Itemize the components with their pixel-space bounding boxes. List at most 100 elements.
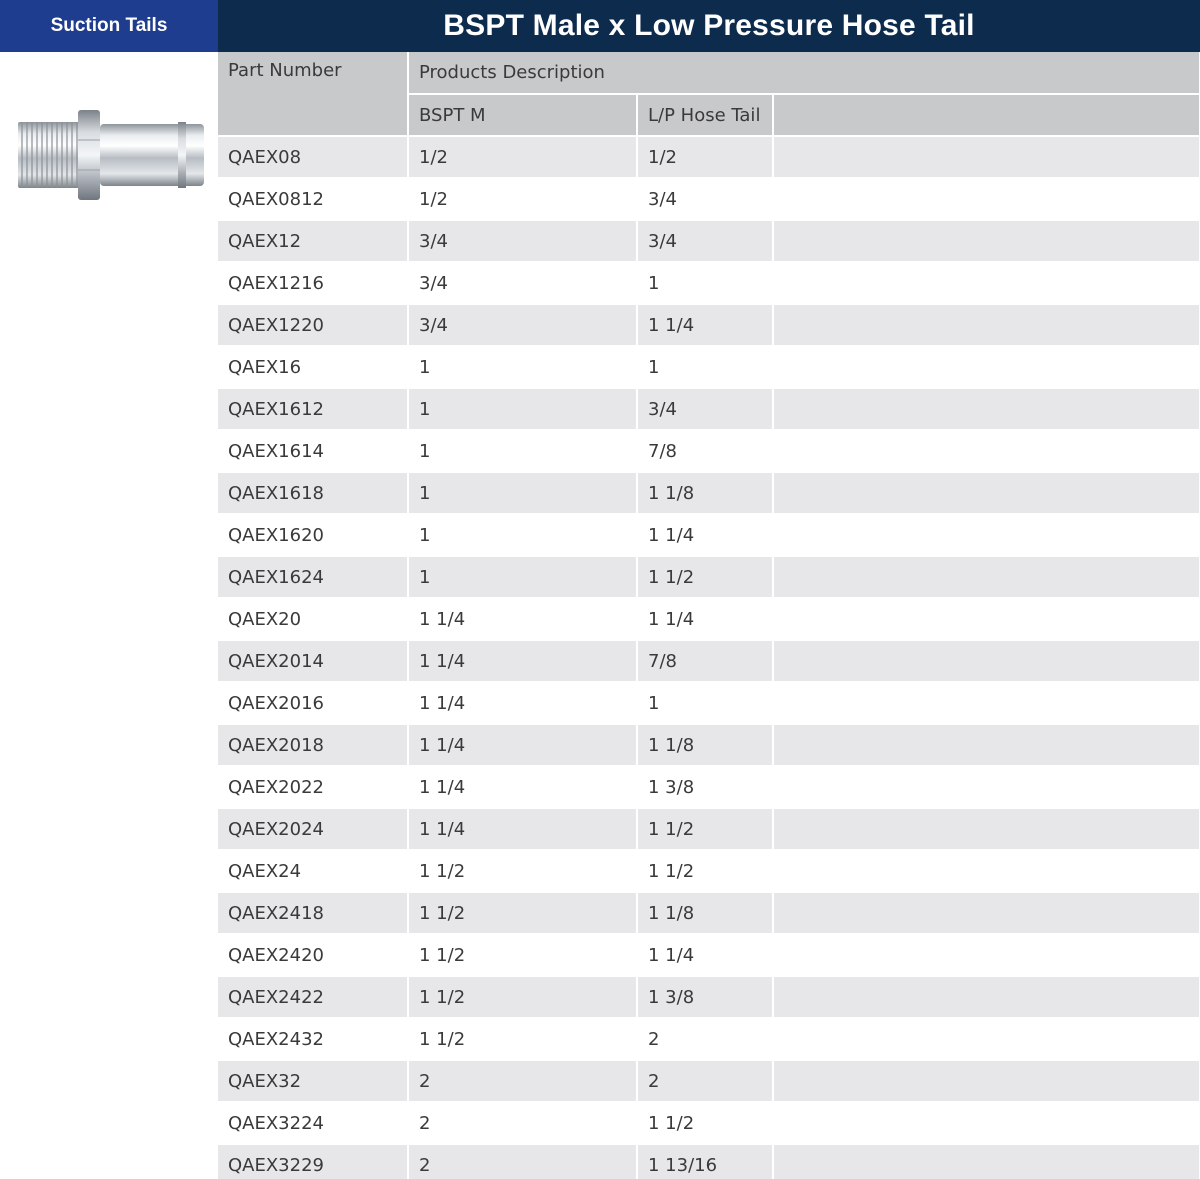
hose-tail-cell: 1 1/2 — [637, 1102, 774, 1145]
hose-tail-cell: 1 3/8 — [637, 976, 774, 1019]
table-row: QAEX1614 1 7/8 — [218, 430, 1200, 473]
table-row: QAEX1624 1 1 1/2 — [218, 556, 1200, 599]
empty-cell — [773, 136, 1200, 179]
table-row: QAEX3229 2 1 13/16 — [218, 1144, 1200, 1179]
hose-tail-cell: 1 1/2 — [637, 556, 774, 599]
bspt-m-cell: 1 — [408, 514, 638, 557]
hose-tail-cell: 1 1/8 — [637, 472, 774, 515]
bspt-m-cell: 1 1/2 — [408, 934, 638, 977]
empty-cell — [773, 556, 1200, 599]
empty-cell — [773, 514, 1200, 557]
empty-cell — [773, 304, 1200, 347]
hose-tail-cell: 7/8 — [637, 430, 774, 473]
empty-cell — [773, 976, 1200, 1019]
empty-cell — [773, 262, 1200, 305]
empty-cell — [773, 346, 1200, 389]
table-row: QAEX1618 1 1 1/8 — [218, 472, 1200, 515]
empty-cell — [773, 1060, 1200, 1103]
page-title: BSPT Male x Low Pressure Hose Tail — [218, 0, 1200, 52]
bspt-m-cell: 3/4 — [408, 220, 638, 263]
bspt-m-cell: 1 — [408, 556, 638, 599]
bspt-m-cell: 1 1/2 — [408, 850, 638, 893]
products-description-header: Products Description — [408, 52, 1200, 95]
empty-cell — [773, 388, 1200, 431]
hose-tail-cell: 1 — [637, 262, 774, 305]
part-number-cell: QAEX2014 — [218, 640, 409, 683]
part-number-cell: QAEX12 — [218, 220, 409, 263]
table-row: QAEX2022 1 1/4 1 3/8 — [218, 766, 1200, 809]
part-number-cell: QAEX1614 — [218, 430, 409, 473]
hose-tail-cell: 1 13/16 — [637, 1144, 774, 1179]
bspt-m-cell: 3/4 — [408, 262, 638, 305]
empty-cell — [773, 220, 1200, 263]
empty-cell — [773, 892, 1200, 935]
bspt-m-cell: 2 — [408, 1144, 638, 1179]
bspt-m-cell: 1 1/4 — [408, 724, 638, 767]
hose-tail-cell: 1 1/4 — [637, 514, 774, 557]
empty-header — [773, 94, 1200, 137]
part-number-cell: QAEX2418 — [218, 892, 409, 935]
table-row: QAEX2024 1 1/4 1 1/2 — [218, 808, 1200, 851]
hose-tail-header: L/P Hose Tail — [637, 94, 774, 137]
empty-cell — [773, 808, 1200, 851]
bspt-m-header: BSPT M — [408, 94, 638, 137]
table-row: QAEX0812 1/2 3/4 — [218, 178, 1200, 221]
table-body: QAEX08 1/2 1/2 QAEX0812 1/2 3/4 QAEX12 3/4 3/4 QA… — [218, 136, 1200, 1179]
part-number-cell: QAEX3229 — [218, 1144, 409, 1179]
part-number-cell: QAEX24 — [218, 850, 409, 893]
category-label: Suction Tails — [0, 0, 218, 52]
bspt-m-cell: 1 1/2 — [408, 892, 638, 935]
bspt-m-cell: 1 — [408, 388, 638, 431]
part-number-cell: QAEX1618 — [218, 472, 409, 515]
part-number-cell: QAEX16 — [218, 346, 409, 389]
hose-tail-cell: 1 1/8 — [637, 724, 774, 767]
bspt-m-cell: 1 1/4 — [408, 598, 638, 641]
table-row: QAEX2016 1 1/4 1 — [218, 682, 1200, 725]
table-row: QAEX2418 1 1/2 1 1/8 — [218, 892, 1200, 935]
empty-cell — [773, 640, 1200, 683]
table-row: QAEX2018 1 1/4 1 1/8 — [218, 724, 1200, 767]
part-number-cell: QAEX32 — [218, 1060, 409, 1103]
table-row: QAEX2432 1 1/2 2 — [218, 1018, 1200, 1061]
hose-tail-cell: 1 1/4 — [637, 304, 774, 347]
table-row: QAEX1620 1 1 1/4 — [218, 514, 1200, 557]
header-bar: Suction Tails BSPT Male x Low Pressure H… — [0, 0, 1200, 52]
hose-tail-cell: 3/4 — [637, 178, 774, 221]
hose-tail-cell: 1 1/4 — [637, 934, 774, 977]
empty-cell — [773, 934, 1200, 977]
table-row: QAEX32 2 2 — [218, 1060, 1200, 1103]
hose-tail-cell: 1 1/2 — [637, 850, 774, 893]
bspt-m-cell: 3/4 — [408, 304, 638, 347]
empty-cell — [773, 430, 1200, 473]
hose-tail-cell: 1/2 — [637, 136, 774, 179]
table-row: QAEX1216 3/4 1 — [218, 262, 1200, 305]
empty-cell — [773, 1018, 1200, 1061]
table-row: QAEX1220 3/4 1 1/4 — [218, 304, 1200, 347]
table-row: QAEX16 1 1 — [218, 346, 1200, 389]
part-number-cell: QAEX2420 — [218, 934, 409, 977]
bspt-m-cell: 1 — [408, 346, 638, 389]
hose-tail-cell: 1 — [637, 346, 774, 389]
part-number-cell: QAEX3224 — [218, 1102, 409, 1145]
hose-tail-fitting-icon — [18, 110, 204, 200]
bspt-m-cell: 1 1/4 — [408, 682, 638, 725]
hose-tail-cell: 7/8 — [637, 640, 774, 683]
part-number-cell: QAEX2016 — [218, 682, 409, 725]
empty-cell — [773, 178, 1200, 221]
hose-tail-cell: 2 — [637, 1018, 774, 1061]
table-row: QAEX2422 1 1/2 1 3/8 — [218, 976, 1200, 1019]
part-number-cell: QAEX2022 — [218, 766, 409, 809]
table-row: QAEX2014 1 1/4 7/8 — [218, 640, 1200, 683]
table-row: QAEX12 3/4 3/4 — [218, 220, 1200, 263]
hose-tail-cell: 3/4 — [637, 388, 774, 431]
part-number-cell: QAEX2432 — [218, 1018, 409, 1061]
hose-tail-cell: 1 1/8 — [637, 892, 774, 935]
part-number-cell: QAEX08 — [218, 136, 409, 179]
part-number-cell: QAEX1620 — [218, 514, 409, 557]
part-number-cell: QAEX2422 — [218, 976, 409, 1019]
bspt-m-cell: 1/2 — [408, 136, 638, 179]
table-row: QAEX24 1 1/2 1 1/2 — [218, 850, 1200, 893]
empty-cell — [773, 682, 1200, 725]
hose-tail-cell: 1 — [637, 682, 774, 725]
bspt-m-cell: 1 — [408, 472, 638, 515]
